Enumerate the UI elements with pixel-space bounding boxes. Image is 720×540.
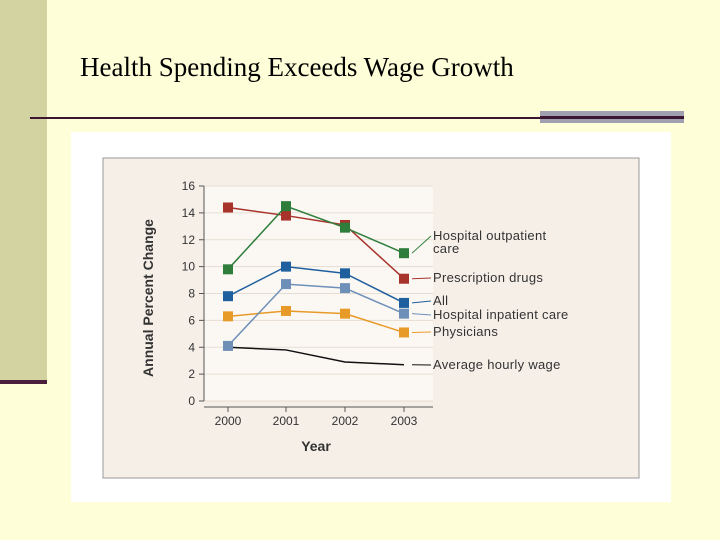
x-tick-label: 2002 [332,414,359,428]
legend-leader-hospital_outpatient [411,235,432,254]
data-point-physicians [223,311,233,322]
data-point-physicians [399,327,409,338]
legend-leader-prescription [411,277,432,280]
legend-leader-all [411,300,432,304]
y-tick-label: 16 [182,179,196,193]
data-point-hospital_outpatient [281,201,291,212]
x-axis-label: Year [301,438,331,454]
legend-label-physicians: Physicians [433,324,498,339]
y-tick-label: 0 [188,394,195,408]
legend-label-hospital_outpatient: Hospital outpatient [433,228,546,243]
y-tick-label: 2 [188,367,195,381]
x-tick-label: 2003 [391,414,418,428]
data-point-prescription [281,210,291,221]
line-chart: 0 2 4 6 8 10 12 14 16 2000 2001 2002 2003 Annual Pe… [102,157,640,479]
data-point-hospital_inpatient [223,340,233,351]
data-point-all [399,297,409,308]
y-tick-label: 4 [188,340,195,354]
series-line-hospital_inpatient [227,283,405,347]
data-point-all [340,268,350,279]
series-line-prescription [227,206,405,280]
data-point-all [223,291,233,302]
legend-label-all: All [433,293,448,308]
legend-label-wage: Average hourly wage [433,357,561,372]
data-point-prescription [399,273,409,284]
slide-title: Health Spending Exceeds Wage Growth [80,52,514,82]
y-axis-label: Annual Percent Change [140,219,156,377]
x-tick-label: 2000 [215,414,242,428]
series-line-hospital_outpatient [227,205,405,270]
data-point-hospital_outpatient [399,248,409,259]
y-tick-label: 10 [182,260,196,274]
data-point-hospital_inpatient [281,279,291,290]
left-decor-accent [0,380,47,384]
y-tick-label: 14 [182,206,196,220]
legend-label-hospital_outpatient: care [433,241,460,256]
series-line-physicians [227,310,405,334]
y-tick-label: 6 [188,313,195,327]
y-tick-label: 12 [182,233,196,247]
left-decor-bar [0,0,47,382]
data-point-hospital_outpatient [223,264,233,275]
series-line-wage [227,346,405,366]
title-rule [30,117,684,119]
data-point-hospital_outpatient [340,222,350,233]
data-point-hospital_inpatient [340,283,350,294]
title-rule-accent-line [540,116,684,119]
chart-figure: 0 2 4 6 8 10 12 14 16 2000 2001 2002 2003 Annual Pe… [71,132,671,502]
x-tick-label: 2001 [273,414,300,428]
y-tick-label: 8 [188,287,195,301]
series-line-all [227,265,405,304]
data-point-physicians [281,305,291,316]
data-point-physicians [340,308,350,319]
legend-label-prescription: Prescription drugs [433,270,543,285]
legend-label-hospital_inpatient: Hospital inpatient care [433,307,569,322]
data-point-all [281,261,291,272]
data-point-hospital_inpatient [399,308,409,319]
data-point-prescription [223,202,233,213]
legend-leader-hospital_inpatient [411,313,432,316]
